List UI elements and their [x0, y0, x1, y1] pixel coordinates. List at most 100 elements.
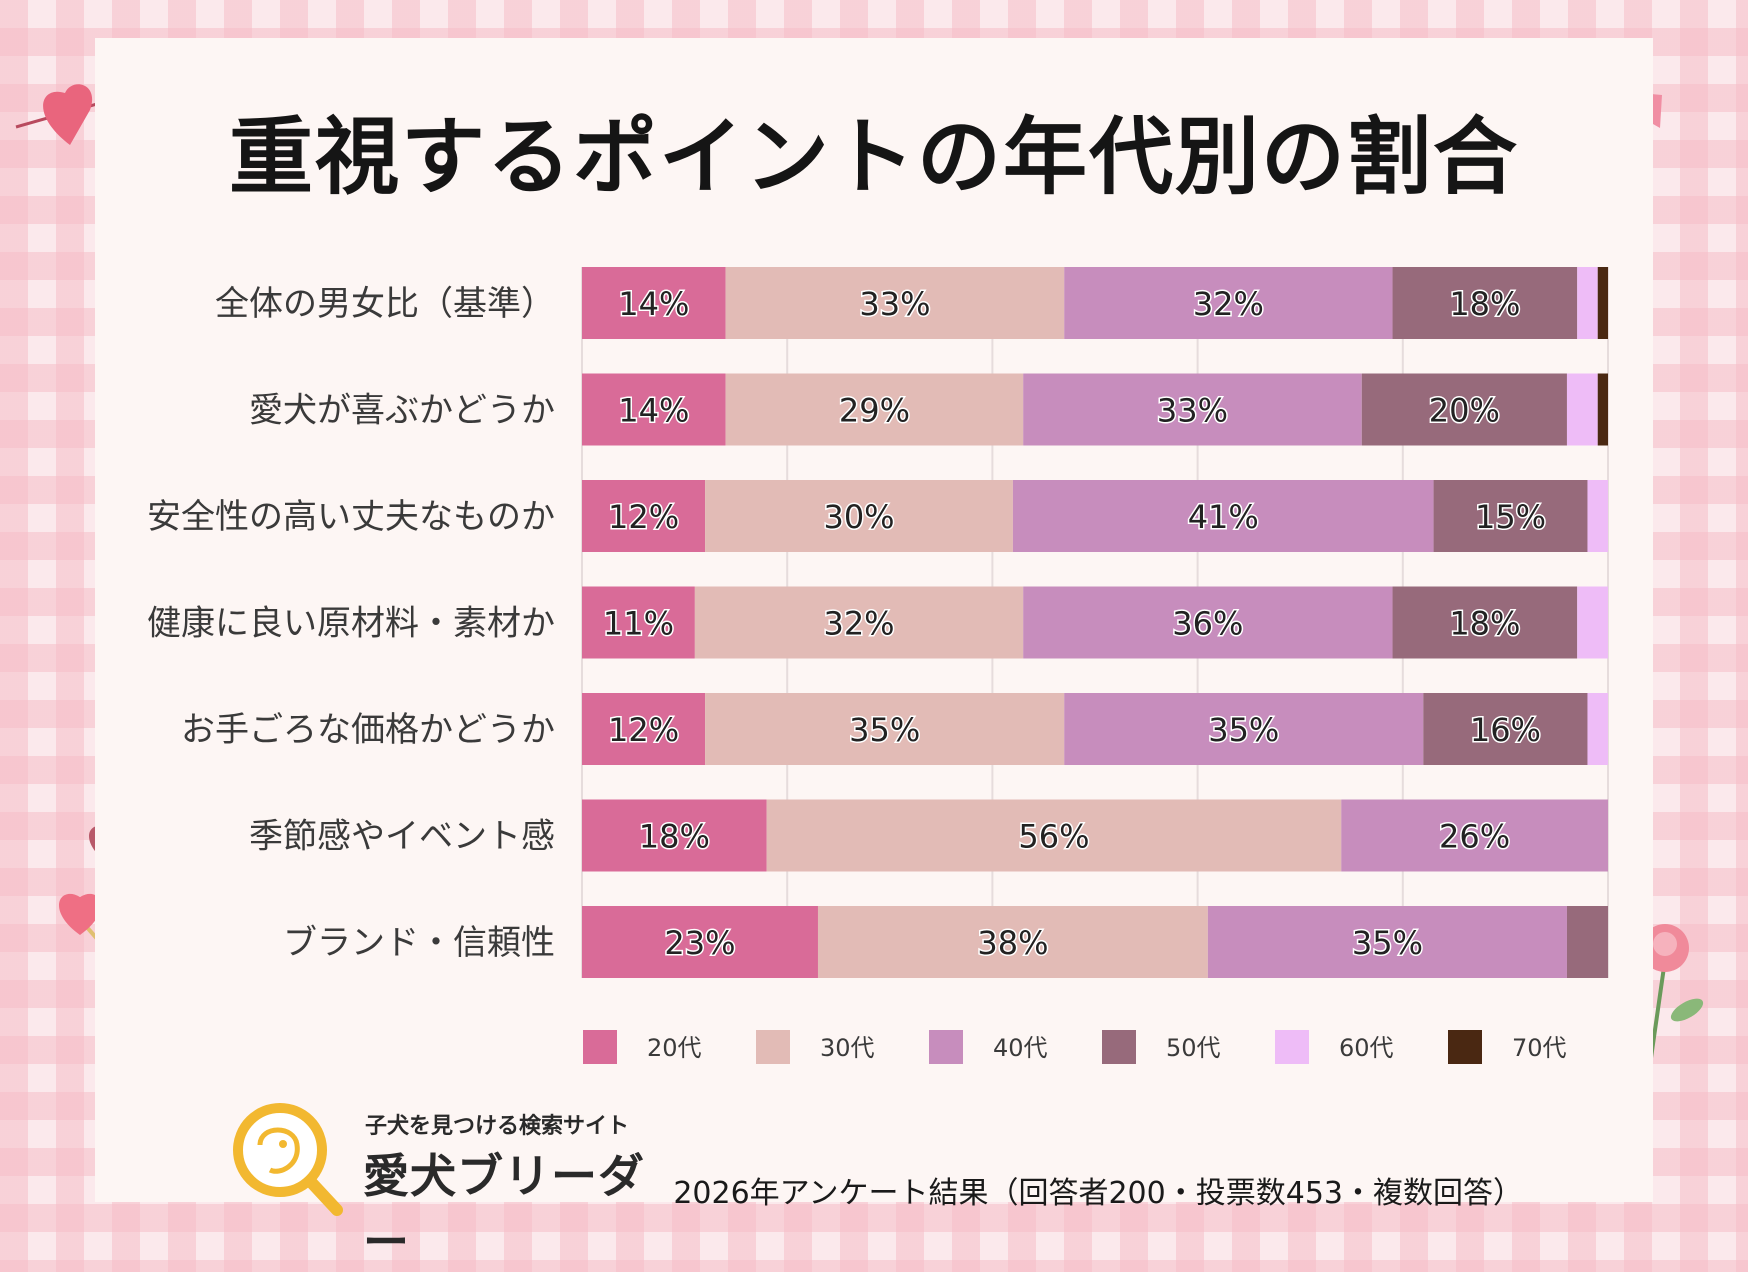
bar-segment: [694, 586, 1024, 659]
data-label: 33%: [1157, 392, 1228, 430]
bar-segment: [1064, 267, 1393, 339]
bar-segment: [1566, 373, 1598, 446]
bar-segment: [1207, 906, 1567, 978]
stacked-bar-chart: 14% 33% 32% 18% 14% 29% 33% 20% 12% 30% 41% 15% 11% 3…: [147, 267, 1609, 1064]
data-label: 20%: [1429, 392, 1500, 430]
data-label: 12%: [608, 498, 679, 536]
data-label: 33%: [859, 285, 930, 323]
bar-segment: [582, 373, 726, 446]
legend-label: 40代: [993, 1034, 1048, 1062]
legend-swatch: [929, 1030, 963, 1064]
data-label: 32%: [823, 605, 894, 643]
bar-segment: [582, 906, 818, 978]
data-label: 30%: [823, 498, 894, 536]
bar-segment: [725, 373, 1024, 446]
bar-segment: [582, 693, 706, 765]
data-label: 16%: [1470, 711, 1541, 749]
category-label: お手ごろな価格かどうか: [181, 710, 555, 750]
data-label: 26%: [1439, 818, 1510, 856]
data-label: 36%: [1172, 605, 1243, 643]
data-label: 18%: [1449, 285, 1520, 323]
bar-segment: [1012, 480, 1434, 552]
bar-segment: [817, 906, 1208, 978]
data-label: 38%: [977, 924, 1048, 962]
bar-segment: [1023, 373, 1362, 446]
data-label: 35%: [1352, 924, 1423, 962]
legend-label: 70代: [1512, 1034, 1567, 1062]
data-label: 18%: [1449, 605, 1520, 643]
bar-row: 11% 32% 36% 18%: [582, 586, 1608, 659]
data-label: 11%: [603, 605, 674, 643]
data-label: 35%: [1208, 711, 1279, 749]
data-label: 15%: [1475, 498, 1546, 536]
bar-row: 23% 38% 35%: [582, 906, 1608, 978]
bar-segment: [705, 480, 1013, 552]
bar-segment: [705, 693, 1065, 765]
data-label: 29%: [839, 392, 910, 430]
bar-segment: [582, 799, 767, 872]
magnifier-dog-icon: [233, 1103, 343, 1216]
bar-segment: [1023, 586, 1393, 659]
data-label: 12%: [608, 711, 679, 749]
legend-label: 50代: [1166, 1034, 1221, 1062]
bar-segment: [1597, 267, 1608, 339]
legend-swatch: [1275, 1030, 1309, 1064]
survey-footnote: 2026年アンケート結果（回答者200・投票数453・複数回答）: [673, 1176, 1523, 1211]
legend-swatch: [1102, 1030, 1136, 1064]
bars: 14% 33% 32% 18% 14% 29% 33% 20% 12% 30% 41% 15% 11% 3…: [582, 267, 1608, 978]
bar-segment: [725, 267, 1065, 339]
category-label: 愛犬が喜ぶかどうか: [249, 391, 555, 431]
data-label: 23%: [664, 924, 735, 962]
legend: 20代 30代 40代 50代 60代 70代: [583, 1030, 1567, 1064]
legend-label: 60代: [1339, 1034, 1394, 1062]
chart-title: 重視するポイントの年代別の割合: [228, 108, 1519, 206]
legend-label: 20代: [647, 1034, 702, 1062]
data-label: 18%: [639, 818, 710, 856]
bar-segment: [1577, 586, 1608, 659]
bar-segment: [1423, 693, 1588, 765]
bar-segment: [1577, 267, 1598, 339]
logo-tagline: 子犬を見つける検索サイト: [365, 1114, 630, 1139]
bar-segment: [1587, 693, 1608, 765]
legend-swatch: [583, 1030, 617, 1064]
legend-label: 30代: [820, 1034, 875, 1062]
bar-segment: [582, 267, 726, 339]
category-label: 健康に良い原材料・素材か: [147, 604, 555, 644]
category-label: 季節感やイベント感: [249, 817, 555, 857]
category-labels: 全体の男女比（基準） 愛犬が喜ぶかどうか安全性の高い丈夫なものか健康に良い原材料・…: [147, 284, 555, 963]
bar-segment: [1433, 480, 1588, 552]
data-label: 14%: [618, 285, 689, 323]
legend-item: 30代: [756, 1030, 875, 1064]
bar-segment: [1392, 267, 1578, 339]
bar-row: 18% 56% 26%: [582, 799, 1608, 872]
legend-swatch: [756, 1030, 790, 1064]
legend-item: 20代: [583, 1030, 702, 1064]
bar-segment: [1392, 586, 1578, 659]
legend-item: 70代: [1448, 1030, 1567, 1064]
bar-segment: [582, 586, 695, 659]
data-label: 14%: [618, 392, 689, 430]
category-label: 全体の男女比（基準）: [215, 284, 555, 324]
data-label: 41%: [1188, 498, 1259, 536]
bar-row: 12% 30% 41% 15%: [582, 480, 1608, 552]
bar-segment: [1064, 693, 1424, 765]
bar-segment: [582, 480, 706, 552]
category-label: 安全性の高い丈夫なものか: [147, 497, 555, 537]
bar-row: 12% 35% 35% 16%: [582, 693, 1608, 765]
bar-row: 14% 33% 32% 18%: [582, 267, 1608, 339]
bar-segment: [1597, 373, 1608, 446]
legend-swatch: [1448, 1030, 1482, 1064]
bar-segment: [1361, 373, 1567, 446]
legend-item: 40代: [929, 1030, 1048, 1064]
bar-segment: [766, 799, 1342, 872]
category-label: ブランド・信頼性: [283, 923, 555, 963]
bar-segment: [1587, 480, 1608, 552]
data-label: 56%: [1018, 818, 1089, 856]
data-label: 32%: [1193, 285, 1264, 323]
bar-segment: [1341, 799, 1608, 872]
legend-item: 50代: [1102, 1030, 1221, 1064]
bar-row: 14% 29% 33% 20%: [582, 373, 1608, 446]
data-label: 35%: [849, 711, 920, 749]
legend-item: 60代: [1275, 1030, 1394, 1064]
bar-segment: [1566, 906, 1608, 978]
